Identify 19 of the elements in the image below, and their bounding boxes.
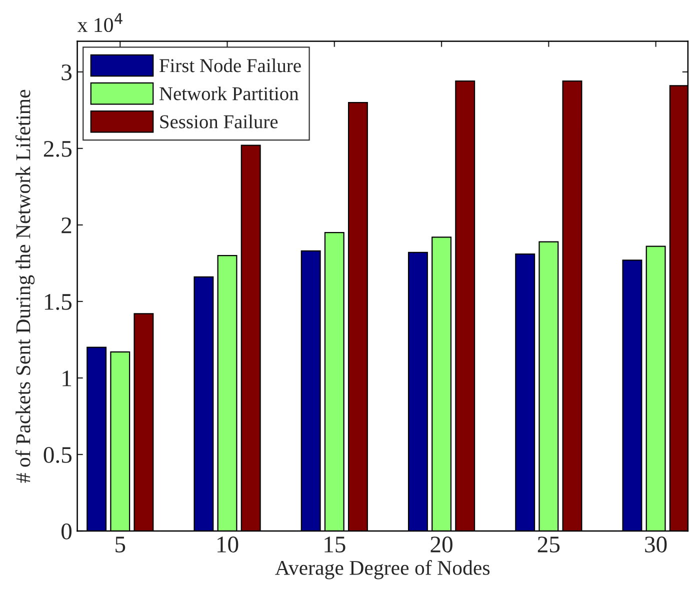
x-tick-label: 25 (538, 536, 560, 552)
x-tick-label: 30 (645, 536, 667, 552)
x-tick-label: 5 (116, 536, 126, 552)
y-tick-label: 0 (62, 523, 72, 540)
y-tick-label: 2.5 (44, 140, 72, 157)
legend-label: Session Failure (160, 114, 278, 128)
x-tick-label: 15 (324, 536, 346, 552)
y-tick-label: 0.5 (44, 446, 72, 464)
x-tick-label: 20 (430, 536, 452, 552)
x-tick-label: 10 (218, 536, 238, 552)
legend-label: Network Partition (160, 86, 299, 100)
y-tick-label: 1 (62, 370, 71, 386)
legend-label: First Node Failure (160, 58, 301, 72)
y-tick-label: 2 (62, 217, 72, 234)
x-axis-title: Average Degree of Nodes (275, 560, 490, 580)
y-tick-label: 3 (62, 64, 72, 80)
y-axis-title: # of Packets Sent During the Network Lifetime (15, 90, 35, 483)
y-tick-label: 1.5 (44, 294, 72, 310)
text: x 10$^{4}$ (77, 13, 122, 32)
